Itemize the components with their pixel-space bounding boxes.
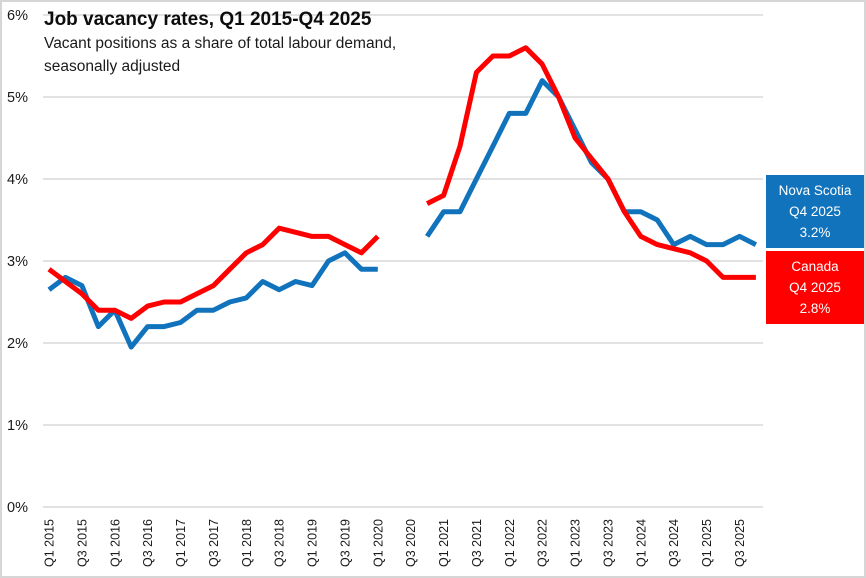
x-axis-label: Q3 2018 (273, 519, 287, 567)
x-axis-label: Q1 2016 (108, 519, 122, 567)
x-axis-label: Q3 2015 (75, 519, 89, 567)
x-axis-label: Q1 2025 (700, 519, 714, 567)
y-axis-label: 5% (7, 90, 28, 106)
x-axis-label: Q3 2021 (470, 519, 484, 567)
x-axis-label: Q3 2016 (141, 519, 155, 567)
x-axis-label: Q1 2015 (43, 519, 57, 567)
x-axis-label: Q1 2022 (503, 519, 517, 567)
x-axis-label: Q3 2024 (667, 519, 681, 567)
x-axis-label: Q1 2020 (371, 519, 385, 567)
series-line-nova-scotia (47, 78, 758, 350)
chart-subtitle-line1: Vacant positions as a share of total lab… (44, 35, 397, 52)
y-axis-label: 0% (7, 500, 28, 516)
y-axis-label: 1% (7, 418, 28, 434)
chart-title: Job vacancy rates, Q1 2015-Q4 2025 (44, 9, 372, 30)
y-axis-label: 3% (7, 254, 28, 270)
canada-callout-value: 2.8% (799, 301, 831, 316)
x-axis-label: Q1 2018 (240, 519, 254, 567)
x-axis-label: Q3 2017 (207, 519, 221, 567)
canada-callout: Canada Q4 2025 2.8% (766, 251, 864, 324)
chart-subtitle-line2: seasonally adjusted (44, 58, 181, 75)
nova-scotia-callout-value: 3.2% (799, 225, 831, 240)
x-axis-label: Q1 2019 (306, 519, 320, 567)
y-axis-label: 6% (7, 8, 28, 24)
x-axis-label: Q3 2025 (733, 519, 747, 567)
canada-callout-quarter: Q4 2025 (789, 280, 841, 295)
y-axis-label: 2% (7, 336, 28, 352)
x-axis-label: Q3 2023 (601, 519, 615, 567)
x-axis-label: Q3 2022 (536, 519, 550, 567)
series-line-canada (47, 45, 756, 321)
x-axis-label: Q1 2021 (437, 519, 451, 567)
x-axis-label: Q3 2019 (338, 519, 352, 567)
nova-scotia-callout-quarter: Q4 2025 (789, 204, 841, 219)
y-axis-label: 4% (7, 172, 28, 188)
x-axis-label: Q1 2017 (174, 519, 188, 567)
nova-scotia-callout: Nova Scotia Q4 2025 3.2% (766, 175, 864, 248)
x-axis-label: Q1 2024 (634, 519, 648, 567)
nova-scotia-callout-name: Nova Scotia (778, 183, 852, 198)
canada-callout-name: Canada (791, 259, 839, 274)
x-axis-label: Q1 2023 (569, 519, 583, 567)
x-axis-label: Q3 2020 (404, 519, 418, 567)
